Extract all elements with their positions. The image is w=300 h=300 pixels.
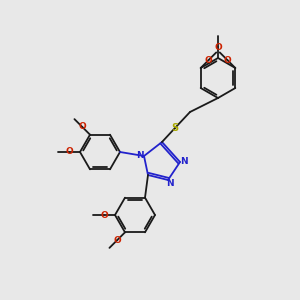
Text: O: O: [214, 43, 222, 52]
Text: N: N: [180, 157, 188, 166]
Text: S: S: [171, 123, 178, 133]
Text: O: O: [65, 148, 73, 157]
Text: O: O: [100, 211, 108, 220]
Text: N: N: [136, 152, 144, 160]
Text: N: N: [166, 178, 174, 188]
Text: O: O: [78, 122, 86, 131]
Text: O: O: [205, 56, 212, 65]
Text: O: O: [224, 56, 231, 65]
Text: O: O: [113, 236, 121, 244]
